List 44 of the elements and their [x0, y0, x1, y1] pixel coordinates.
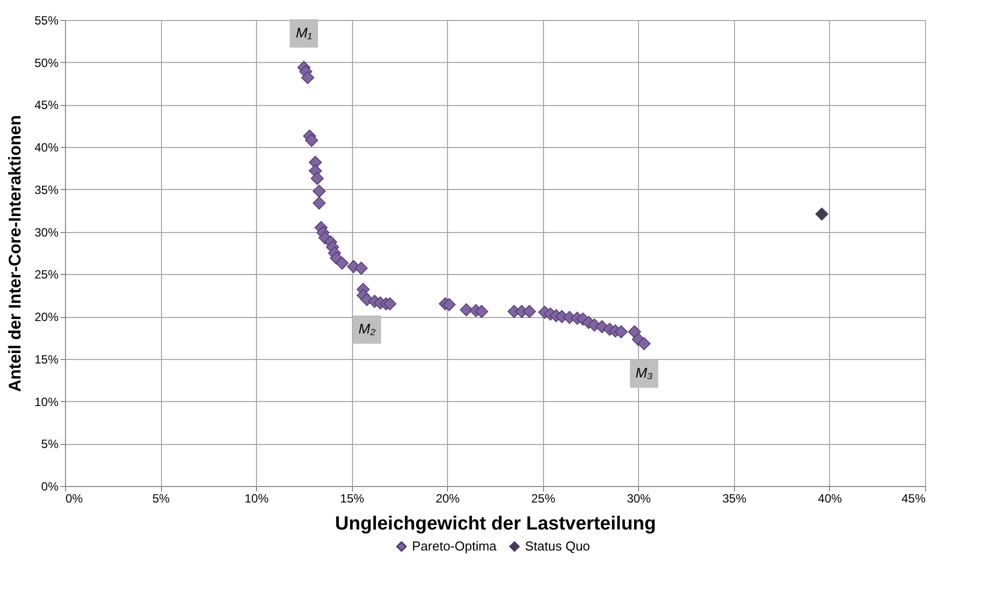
y-tick-label: 50% [34, 56, 59, 70]
point [383, 297, 396, 310]
x-tick-label: 35% [722, 492, 747, 506]
y-tick-label: 30% [34, 225, 59, 240]
point [522, 304, 536, 318]
x-tick-label: 10% [244, 492, 269, 506]
point [301, 71, 314, 84]
y-tick-label: 15% [34, 352, 59, 366]
legend-label: Pareto-Optima [412, 538, 498, 554]
x-tick-label: 40% [818, 492, 842, 506]
x-axis-title: Ungleichgewicht der Lastverteilung [335, 514, 656, 534]
point [310, 172, 324, 185]
x-tick-label: 20% [436, 492, 460, 506]
y-tick-label: 10% [34, 394, 59, 409]
x-tick-label: 15% [340, 492, 364, 506]
annotation: M₃ [635, 364, 654, 381]
y-tick-label: 5% [41, 437, 59, 452]
y-tick-label: 45% [34, 98, 59, 112]
annotation: M₁ [296, 24, 313, 40]
x-tick-label: 25% [531, 492, 556, 506]
point [305, 134, 318, 147]
point [354, 262, 368, 275]
point [312, 196, 326, 210]
x-tick-label: 30% [626, 492, 652, 506]
point [442, 298, 456, 312]
point [312, 184, 326, 198]
y-tick-label: 55% [34, 14, 59, 28]
point [638, 337, 651, 350]
y-axis-title: Anteil der Inter-Core-Interaktionen [5, 115, 24, 392]
y-tick-label: 0% [41, 480, 59, 494]
x-tick-label: 45% [901, 492, 926, 506]
y-tick-label: 35% [34, 182, 59, 197]
point [614, 325, 628, 338]
x-tick-label: 5% [152, 492, 170, 506]
annotation: M₂ [358, 320, 376, 337]
y-tick-label: 25% [34, 268, 59, 282]
legend-label: Status Quo [525, 538, 590, 554]
y-tick-label: 40% [34, 140, 59, 155]
y-tick-label: 20% [34, 310, 59, 324]
x-tick-label: 0% [66, 492, 84, 506]
point [460, 303, 473, 316]
point [336, 256, 349, 270]
point [475, 304, 488, 318]
point [815, 208, 828, 221]
